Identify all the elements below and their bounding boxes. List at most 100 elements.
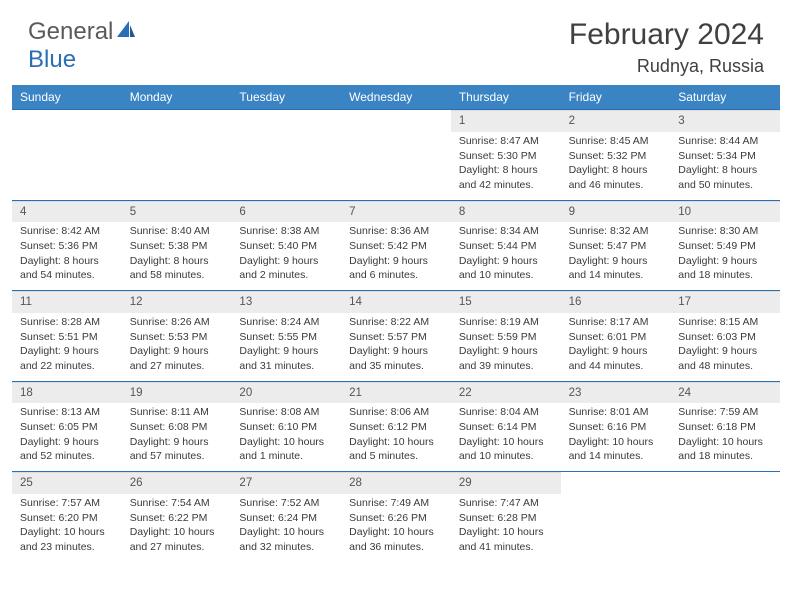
- daylight-line-1: Daylight: 9 hours: [569, 345, 663, 359]
- day-info: Sunrise: 8:28 AMSunset: 5:51 PMDaylight:…: [12, 313, 122, 381]
- sunset: Sunset: 5:36 PM: [20, 240, 114, 254]
- day-info: Sunrise: 8:15 AMSunset: 6:03 PMDaylight:…: [670, 313, 780, 381]
- sunset: Sunset: 5:51 PM: [20, 331, 114, 345]
- sunset: Sunset: 5:55 PM: [239, 331, 333, 345]
- daylight-line-1: Daylight: 8 hours: [678, 164, 772, 178]
- day-cell: [122, 110, 232, 200]
- day-cell: 2Sunrise: 8:45 AMSunset: 5:32 PMDaylight…: [561, 110, 671, 200]
- daylight-line-2: and 58 minutes.: [130, 269, 224, 283]
- sunset: Sunset: 6:22 PM: [130, 512, 224, 526]
- sunset: Sunset: 5:42 PM: [349, 240, 443, 254]
- day-info: Sunrise: 8:36 AMSunset: 5:42 PMDaylight:…: [341, 222, 451, 290]
- day-info: Sunrise: 8:13 AMSunset: 6:05 PMDaylight:…: [12, 403, 122, 471]
- sunset: Sunset: 5:47 PM: [569, 240, 663, 254]
- week-row: 11Sunrise: 8:28 AMSunset: 5:51 PMDayligh…: [12, 290, 780, 381]
- day-number: 15: [451, 291, 561, 313]
- daylight-line-1: Daylight: 8 hours: [569, 164, 663, 178]
- logo-word-1: General: [28, 18, 113, 45]
- sunrise: Sunrise: 8:11 AM: [130, 406, 224, 420]
- sunset: Sunset: 6:20 PM: [20, 512, 114, 526]
- day-number: 13: [231, 291, 341, 313]
- sunrise: Sunrise: 8:08 AM: [239, 406, 333, 420]
- day-info: Sunrise: 8:26 AMSunset: 5:53 PMDaylight:…: [122, 313, 232, 381]
- daylight-line-2: and 6 minutes.: [349, 269, 443, 283]
- header: GeneralBlue February 2024 Rudnya, Russia: [0, 0, 792, 85]
- daylight-line-1: Daylight: 9 hours: [349, 345, 443, 359]
- daylight-line-1: Daylight: 9 hours: [20, 345, 114, 359]
- day-cell: [561, 472, 671, 562]
- day-header: Sunday: [12, 85, 122, 109]
- daylight-line-1: Daylight: 10 hours: [349, 526, 443, 540]
- calendar-grid: 1 Sunrise: 8:47 AMSunset: 5:30 PM Daylight…: [12, 109, 780, 562]
- day-info: Sunrise: 8:19 AMSunset: 5:59 PMDaylight:…: [451, 313, 561, 381]
- day-cell: 23Sunrise: 8:01 AMSunset: 6:16 PMDayligh…: [561, 382, 671, 472]
- daylight-line-1: Daylight: 10 hours: [20, 526, 114, 540]
- daylight-line-2: and 46 minutes.: [569, 179, 663, 193]
- day-info: Sunrise: 7:49 AMSunset: 6:26 PMDaylight:…: [341, 494, 451, 562]
- logo: GeneralBlue: [28, 18, 137, 74]
- daylight-line-1: Daylight: 10 hours: [459, 436, 553, 450]
- daylight-line-1: Daylight: 9 hours: [569, 255, 663, 269]
- sunrise: Sunrise: 8:34 AM: [459, 225, 553, 239]
- sunrise: Sunrise: 7:57 AM: [20, 497, 114, 511]
- day-cell: 17Sunrise: 8:15 AMSunset: 6:03 PMDayligh…: [670, 291, 780, 381]
- week-row: 25Sunrise: 7:57 AMSunset: 6:20 PMDayligh…: [12, 471, 780, 562]
- sunset: Sunset: 6:05 PM: [20, 421, 114, 435]
- sunrise: Sunrise: 8:47 AM: [459, 135, 553, 149]
- sunset: Sunset: 5:30 PM: [459, 150, 553, 164]
- sunrise: Sunrise: 8:24 AM: [239, 316, 333, 330]
- sunrise: Sunrise: 8:42 AM: [20, 225, 114, 239]
- daylight-line-1: Daylight: 10 hours: [239, 436, 333, 450]
- day-info: Sunrise: 8:42 AMSunset: 5:36 PMDaylight:…: [12, 222, 122, 290]
- sunrise: Sunrise: 8:06 AM: [349, 406, 443, 420]
- daylight-line-1: Daylight: 9 hours: [459, 345, 553, 359]
- day-info: Sunrise: 8:04 AMSunset: 6:14 PMDaylight:…: [451, 403, 561, 471]
- sunrise: Sunrise: 8:38 AM: [239, 225, 333, 239]
- day-cell: 9Sunrise: 8:32 AMSunset: 5:47 PMDaylight…: [561, 201, 671, 291]
- sunset: Sunset: 6:18 PM: [678, 421, 772, 435]
- day-number: 3: [670, 110, 780, 132]
- day-cell: 20Sunrise: 8:08 AMSunset: 6:10 PMDayligh…: [231, 382, 341, 472]
- day-info: Sunrise: 8:06 AMSunset: 6:12 PMDaylight:…: [341, 403, 451, 471]
- daylight-line-1: Daylight: 8 hours: [20, 255, 114, 269]
- sail-icon: [115, 18, 137, 46]
- daylight-line-1: Daylight: 8 hours: [130, 255, 224, 269]
- sunrise: Sunrise: 8:30 AM: [678, 225, 772, 239]
- sunset: Sunset: 6:01 PM: [569, 331, 663, 345]
- sunset: Sunset: 6:14 PM: [459, 421, 553, 435]
- day-cell: 18Sunrise: 8:13 AMSunset: 6:05 PMDayligh…: [12, 382, 122, 472]
- sunset: Sunset: 6:16 PM: [569, 421, 663, 435]
- day-number: 29: [451, 472, 561, 494]
- day-cell: 15Sunrise: 8:19 AMSunset: 5:59 PMDayligh…: [451, 291, 561, 381]
- day-cell: 29Sunrise: 7:47 AMSunset: 6:28 PMDayligh…: [451, 472, 561, 562]
- sunrise: Sunrise: 8:28 AM: [20, 316, 114, 330]
- daylight-line-1: Daylight: 10 hours: [349, 436, 443, 450]
- daylight-line-1: Daylight: 10 hours: [569, 436, 663, 450]
- day-cell: 16Sunrise: 8:17 AMSunset: 6:01 PMDayligh…: [561, 291, 671, 381]
- daylight-line-2: and 10 minutes.: [459, 450, 553, 464]
- day-number: 4: [12, 201, 122, 223]
- day-number: 22: [451, 382, 561, 404]
- day-cell: [12, 110, 122, 200]
- day-info: Sunrise: 8:34 AMSunset: 5:44 PMDaylight:…: [451, 222, 561, 290]
- sunset: Sunset: 6:26 PM: [349, 512, 443, 526]
- sunset: Sunset: 6:10 PM: [239, 421, 333, 435]
- day-header: Monday: [122, 85, 232, 109]
- daylight-line-1: Daylight: 9 hours: [130, 436, 224, 450]
- day-headers-row: SundayMondayTuesdayWednesdayThursdayFrid…: [12, 85, 780, 109]
- day-cell: 21Sunrise: 8:06 AMSunset: 6:12 PMDayligh…: [341, 382, 451, 472]
- sunset: Sunset: 6:08 PM: [130, 421, 224, 435]
- daylight-line-2: and 5 minutes.: [349, 450, 443, 464]
- sunrise: Sunrise: 7:49 AM: [349, 497, 443, 511]
- day-number: 1: [451, 110, 561, 132]
- sunset: Sunset: 5:34 PM: [678, 150, 772, 164]
- sunrise: Sunrise: 8:45 AM: [569, 135, 663, 149]
- day-number: 2: [561, 110, 671, 132]
- daylight-line-2: and 54 minutes.: [20, 269, 114, 283]
- daylight-line-2: and 41 minutes.: [459, 541, 553, 555]
- daylight-line-2: and 39 minutes.: [459, 360, 553, 374]
- day-cell: 12Sunrise: 8:26 AMSunset: 5:53 PMDayligh…: [122, 291, 232, 381]
- daylight-line-2: and 42 minutes.: [459, 179, 553, 193]
- sunrise: Sunrise: 8:44 AM: [678, 135, 772, 149]
- sunrise: Sunrise: 7:52 AM: [239, 497, 333, 511]
